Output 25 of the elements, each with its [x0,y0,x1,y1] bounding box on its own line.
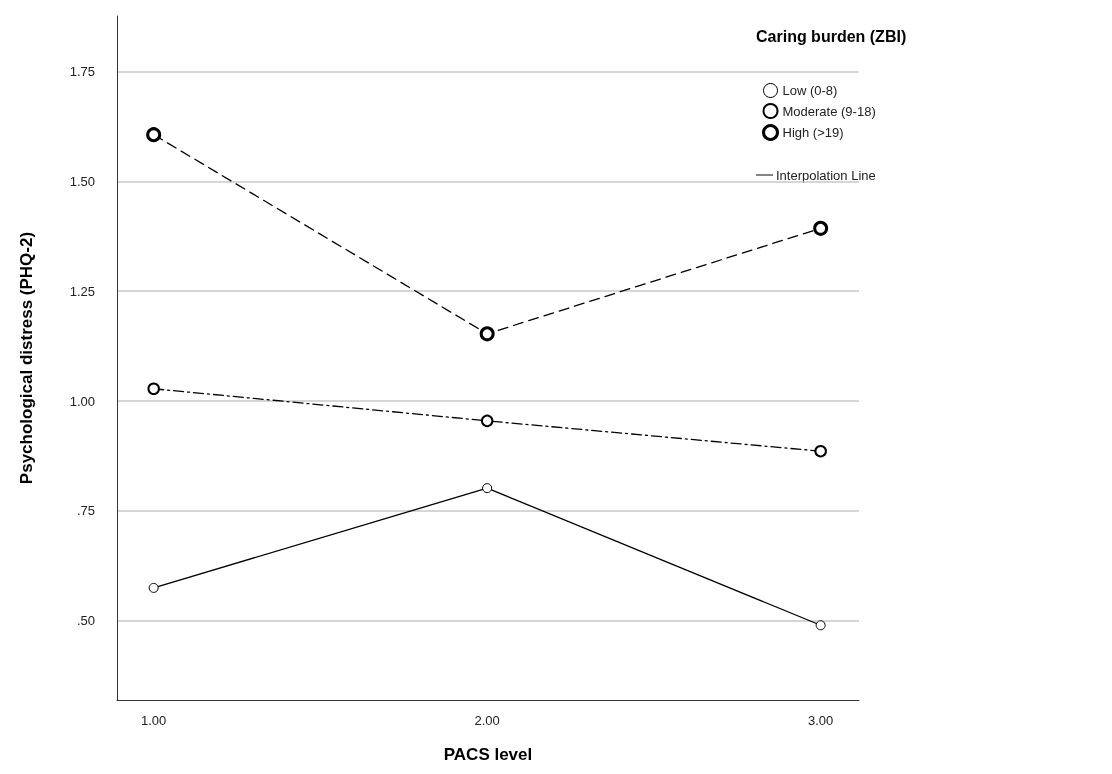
point [147,382,160,396]
legend-label: Low (0-8) [782,83,838,98]
y-tick-label: 1.75 [69,63,95,79]
x-tick-label: 2.00 [474,713,500,728]
y-tick-label: .75 [76,503,95,519]
point [148,582,159,593]
y-tick-label: .50 [76,613,95,629]
point [146,127,162,143]
point [814,444,827,458]
y-tick-label: 1.00 [69,393,95,409]
y-tick-label: 1.50 [69,173,95,189]
point [480,414,494,428]
y-tick-label: 1.25 [69,283,95,299]
point [813,220,829,236]
legend-title: Caring burden (ZBI) [756,27,907,45]
x-tick-label: 3.00 [807,713,834,728]
x-tick-label: 1.00 [141,713,167,728]
x-axis-title: PACS level [443,745,533,764]
point [479,326,495,342]
annotation: Interpolation Line [776,167,876,183]
legend-label: High (>19) [782,125,844,140]
point [482,483,493,494]
legend-label: Moderate (9-18) [782,103,876,119]
point [815,620,826,631]
y-axis-title: Psychological distress (PHQ-2) [17,231,36,485]
